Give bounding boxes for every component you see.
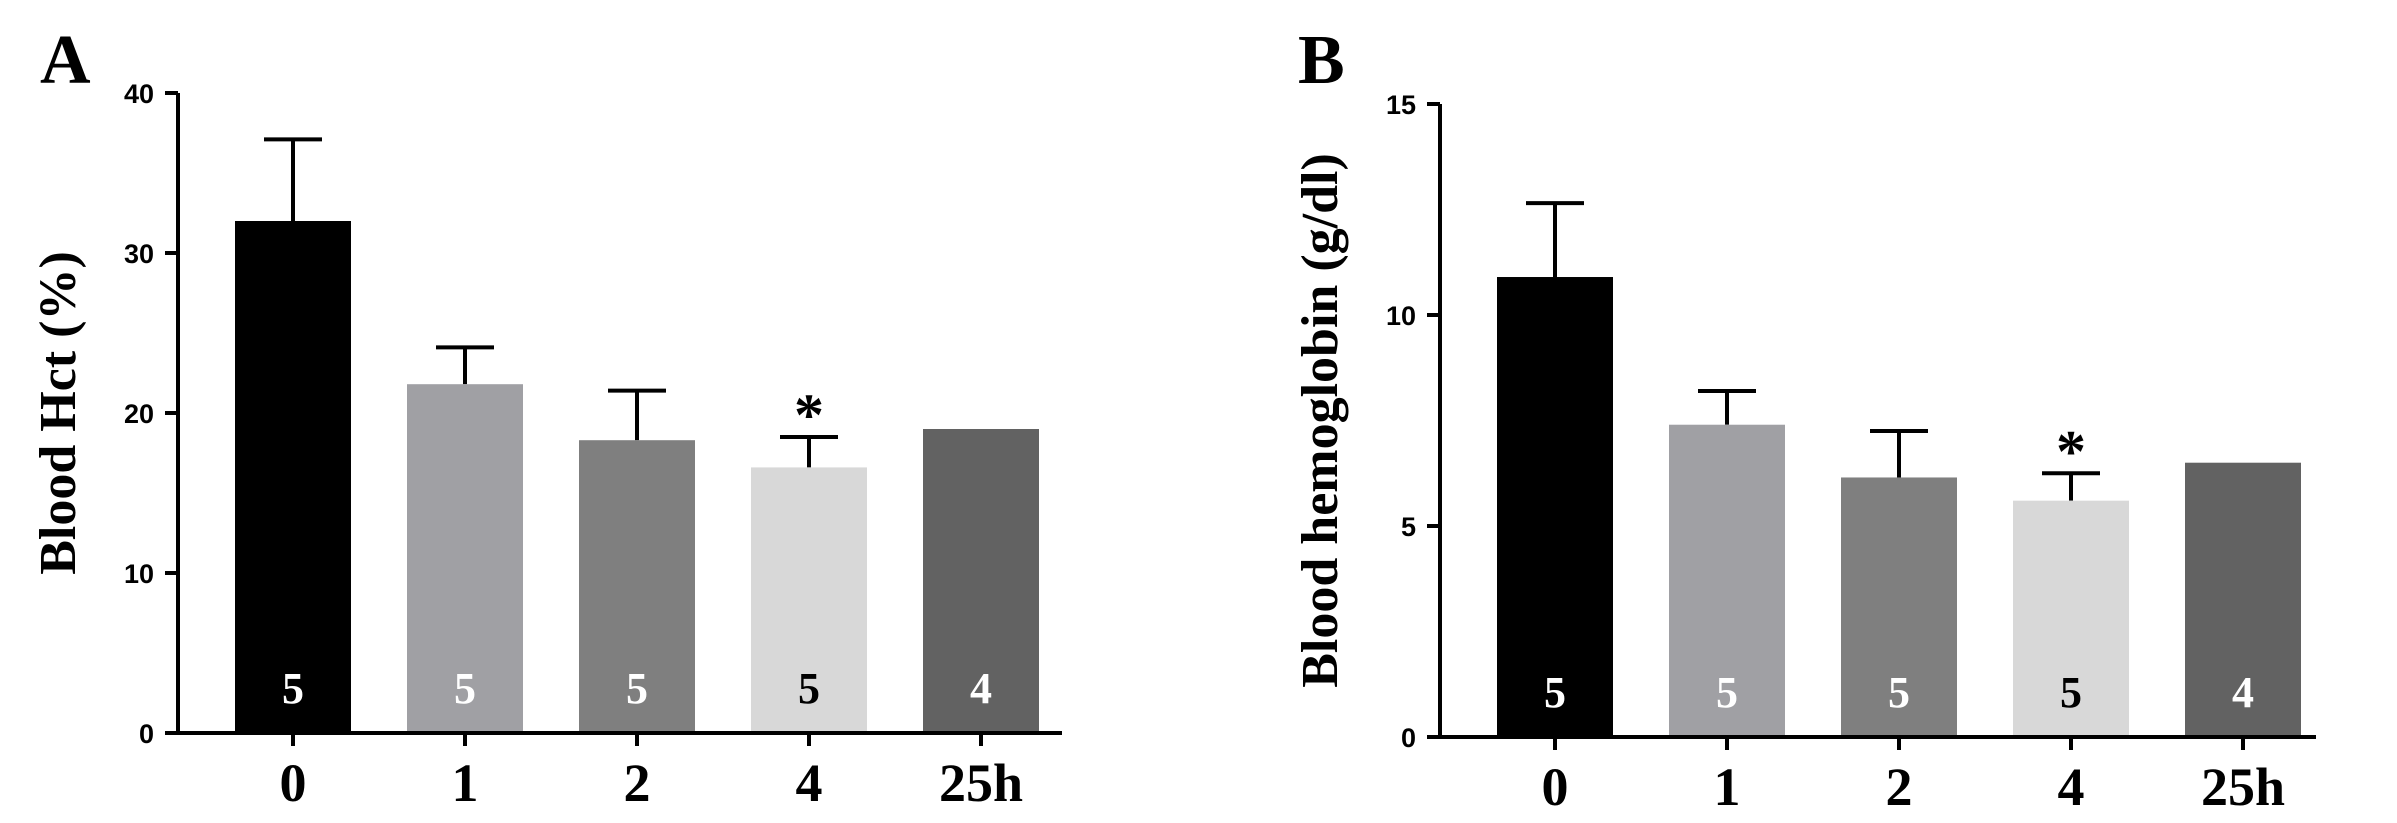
panel-a-y-tick-label-2: 20 — [124, 399, 154, 429]
panel-a-letter: A — [40, 22, 91, 99]
panel-a-y-tick-label-4: 40 — [124, 79, 154, 109]
panel-a-significance-mark-3: * — [794, 382, 824, 448]
panel-a-bar-2 — [579, 440, 695, 733]
panel-b-chart: B Blood hemoglobin (g/dl)5051525*4425h05… — [1292, 22, 2316, 817]
panel-b-letter: B — [1298, 22, 1345, 99]
panel-b-bar-3 — [2013, 500, 2129, 737]
panel-a-n-label-0: 5 — [282, 664, 304, 713]
panel-b-n-label-2: 5 — [1888, 668, 1910, 717]
panel-a-x-tick-label-2: 2 — [624, 753, 651, 813]
panel-b-y-axis-title: Blood hemoglobin (g/dl) — [1292, 153, 1349, 688]
panel-a-y-axis-title: Blood Hct (%) — [30, 251, 87, 575]
panel-b-bar-0 — [1497, 277, 1613, 737]
panel-b-bar-4 — [2185, 462, 2301, 737]
panel-b-significance-mark-3: * — [2056, 418, 2086, 484]
panel-a-x-tick-label-3: 4 — [796, 753, 823, 813]
panel-b-y-tick-label-2: 10 — [1386, 301, 1416, 331]
panel-b-bar-1 — [1669, 424, 1785, 737]
panel-a-y-tick-label-0: 0 — [139, 719, 154, 749]
panel-a-bar-3 — [751, 467, 867, 733]
panel-a-n-label-4: 4 — [970, 664, 992, 713]
panel-b-x-tick-label-4: 25h — [2201, 757, 2285, 817]
panel-b-x-tick-label-2: 2 — [1886, 757, 1913, 817]
panel-b-y-tick-label-3: 15 — [1386, 90, 1416, 120]
panel-b-n-label-4: 4 — [2232, 668, 2254, 717]
panel-a-x-tick-label-1: 1 — [452, 753, 479, 813]
panel-b-bar-2 — [1841, 477, 1957, 737]
panel-a-n-label-2: 5 — [626, 664, 648, 713]
panel-b-n-label-3: 5 — [2060, 668, 2082, 717]
panel-a-chart: A Blood Hct (%) 5 0 5 1 5 2 5 * 4 4 25h 0 10 20 30 40 — [30, 22, 1062, 813]
panel-b-x-tick-label-3: 4 — [2058, 757, 2085, 817]
panel-b-n-label-1: 5 — [1716, 668, 1738, 717]
panel-a-y-tick-label-1: 10 — [124, 559, 154, 589]
panel-a-n-label-3: 5 — [798, 664, 820, 713]
panel-b-x-tick-label-0: 0 — [1542, 757, 1569, 817]
panel-b-y-tick-label-0: 0 — [1401, 723, 1416, 753]
panel-a-bar-1 — [407, 384, 523, 733]
panel-a-bar-4 — [923, 429, 1039, 733]
panel-b-x-tick-label-1: 1 — [1714, 757, 1741, 817]
panel-a-x-tick-label-0: 0 — [280, 753, 307, 813]
panel-a-bar-0 — [235, 221, 351, 733]
panel-a-x-tick-label-4: 25h — [939, 753, 1023, 813]
panel-b-y-tick-label-1: 5 — [1401, 512, 1416, 542]
panel-a-n-label-1: 5 — [454, 664, 476, 713]
panel-b-n-label-0: 5 — [1544, 668, 1566, 717]
panel-a-y-tick-label-3: 30 — [124, 239, 154, 269]
